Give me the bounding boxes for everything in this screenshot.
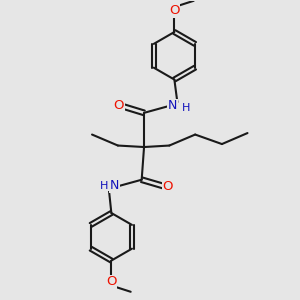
- Text: O: O: [106, 275, 117, 289]
- Text: O: O: [169, 4, 180, 17]
- Text: O: O: [113, 99, 124, 112]
- Text: H: H: [182, 103, 190, 113]
- Text: O: O: [163, 180, 173, 194]
- Text: H: H: [100, 181, 108, 191]
- Text: N: N: [110, 179, 119, 192]
- Text: N: N: [168, 99, 177, 112]
